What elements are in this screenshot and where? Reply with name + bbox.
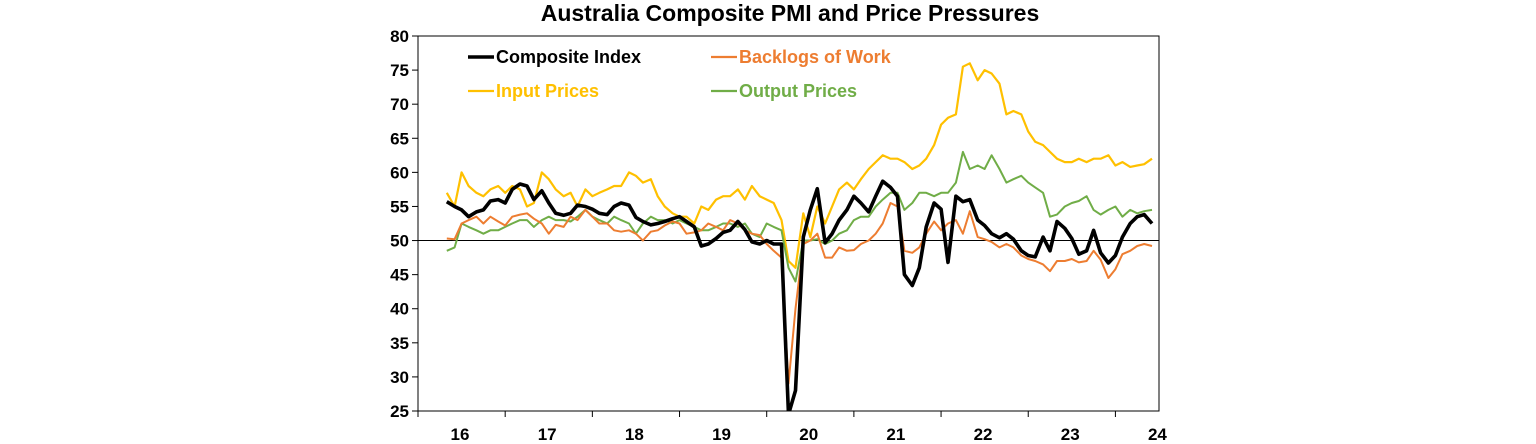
x-tick-label: 22 (974, 425, 993, 444)
legend: Composite Index Backlogs of Work Input Pri… (468, 47, 892, 101)
legend-label-backlogs: Backlogs of Work (739, 47, 892, 67)
y-tick-label: 65 (390, 129, 409, 148)
y-tick-label: 40 (390, 300, 409, 319)
x-axis: 16 17 18 19 20 21 22 23 24 (417, 411, 1167, 444)
y-tick-label: 75 (390, 61, 409, 80)
x-tick-label: 20 (799, 425, 818, 444)
legend-item-backlogs: Backlogs of Work (711, 47, 892, 67)
x-tick-label: 17 (538, 425, 557, 444)
y-axis: 80 75 70 65 60 55 50 45 40 35 30 25 (390, 27, 418, 421)
x-tick-label: 16 (451, 425, 470, 444)
y-tick-label: 45 (390, 266, 409, 285)
y-tick-label: 30 (390, 368, 409, 387)
x-tick-label: 19 (712, 425, 731, 444)
y-tick-label: 80 (390, 27, 409, 46)
y-tick-label: 50 (390, 232, 409, 251)
y-tick-label: 35 (390, 334, 409, 353)
x-tick-label: 18 (625, 425, 644, 444)
series-line-output (446, 150, 1153, 283)
x-tick-label: 24 (1148, 425, 1167, 444)
legend-item-output: Output Prices (711, 81, 857, 101)
legend-label-output: Output Prices (739, 81, 857, 101)
series-line-composite (445, 179, 1154, 411)
y-tick-label: 55 (390, 197, 409, 216)
legend-label-input: Input Prices (496, 81, 599, 101)
y-tick-label: 25 (390, 402, 409, 421)
series-line-backlogs (446, 202, 1153, 385)
x-tick-label: 21 (886, 425, 905, 444)
legend-label-composite: Composite Index (496, 47, 641, 67)
series-line-input (445, 62, 1153, 269)
x-tick-label: 23 (1061, 425, 1080, 444)
y-tick-label: 70 (390, 95, 409, 114)
legend-item-composite: Composite Index (468, 47, 641, 67)
plot-area (417, 35, 1160, 412)
legend-item-input: Input Prices (468, 81, 599, 101)
y-tick-label: 60 (390, 163, 409, 182)
chart-title: Australia Composite PMI and Price Pressu… (541, 0, 1040, 26)
